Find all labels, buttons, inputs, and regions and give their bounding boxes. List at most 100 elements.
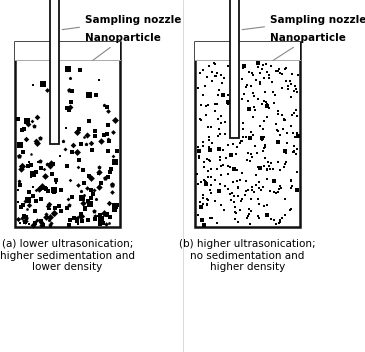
Point (222, 119, 228, 125)
Point (276, 186, 282, 191)
Point (203, 113, 208, 118)
Point (26, 197, 31, 203)
Point (98, 138, 104, 143)
Point (81, 180, 87, 186)
Point (217, 157, 223, 162)
Point (219, 81, 224, 86)
Point (110, 129, 116, 135)
Point (47, 164, 53, 169)
Point (274, 138, 280, 144)
Point (271, 189, 277, 195)
Point (51, 210, 57, 215)
Point (206, 144, 212, 150)
Point (105, 148, 111, 154)
Point (292, 84, 298, 89)
Point (262, 155, 268, 161)
Point (222, 131, 228, 137)
Point (47, 222, 53, 227)
Point (282, 161, 288, 166)
Point (16, 178, 22, 184)
Point (200, 201, 206, 207)
Point (255, 196, 261, 202)
Point (249, 154, 255, 160)
Point (273, 69, 279, 74)
Bar (195, 42, 300, 227)
Point (290, 131, 296, 136)
Point (81, 134, 87, 140)
Point (234, 167, 240, 172)
Point (32, 220, 38, 226)
Bar (15, 42, 120, 60)
Point (253, 172, 259, 178)
Point (274, 127, 280, 133)
Point (75, 182, 81, 188)
Point (225, 163, 231, 169)
Point (203, 182, 209, 187)
Point (290, 150, 296, 155)
Text: Sampling nozzle: Sampling nozzle (62, 15, 181, 30)
Point (56, 203, 62, 209)
Point (19, 215, 24, 221)
Point (276, 159, 281, 165)
Point (57, 153, 63, 159)
Point (264, 103, 270, 109)
Point (98, 216, 104, 222)
Point (30, 184, 36, 190)
Point (255, 164, 261, 170)
Point (101, 132, 107, 137)
Point (34, 218, 40, 223)
Point (260, 126, 266, 132)
Point (264, 167, 270, 172)
Point (195, 181, 200, 187)
Point (212, 198, 218, 203)
Point (295, 89, 300, 95)
Point (50, 211, 56, 216)
Point (207, 187, 213, 193)
Point (34, 140, 40, 146)
Point (233, 216, 238, 222)
Point (294, 114, 300, 119)
Point (242, 192, 248, 198)
Point (46, 217, 52, 223)
Point (289, 183, 295, 189)
Point (261, 118, 267, 124)
Point (228, 197, 234, 203)
Point (109, 181, 115, 187)
Point (92, 216, 98, 221)
Point (74, 129, 80, 134)
Text: Nanoparticle: Nanoparticle (270, 33, 346, 61)
Point (241, 92, 247, 97)
Point (255, 213, 261, 219)
Point (105, 174, 111, 180)
Point (196, 148, 202, 154)
Point (18, 204, 24, 210)
Point (281, 164, 287, 170)
Point (291, 150, 297, 155)
Point (284, 130, 290, 136)
Point (282, 212, 288, 218)
Point (96, 164, 102, 170)
Point (249, 151, 254, 157)
Point (266, 163, 272, 169)
Point (69, 89, 75, 94)
Point (251, 190, 257, 195)
Point (67, 104, 73, 109)
Point (239, 196, 245, 202)
Point (225, 186, 231, 191)
Point (289, 112, 295, 118)
Point (273, 121, 279, 127)
Point (249, 187, 254, 193)
Point (23, 215, 29, 221)
Point (109, 189, 115, 195)
Point (230, 179, 236, 185)
Point (217, 131, 223, 137)
Point (71, 215, 77, 221)
Point (259, 138, 265, 143)
Point (201, 222, 207, 227)
Point (24, 207, 30, 212)
Point (272, 92, 278, 98)
Point (266, 75, 272, 81)
Point (112, 207, 118, 213)
Point (269, 79, 274, 84)
Point (253, 144, 258, 149)
